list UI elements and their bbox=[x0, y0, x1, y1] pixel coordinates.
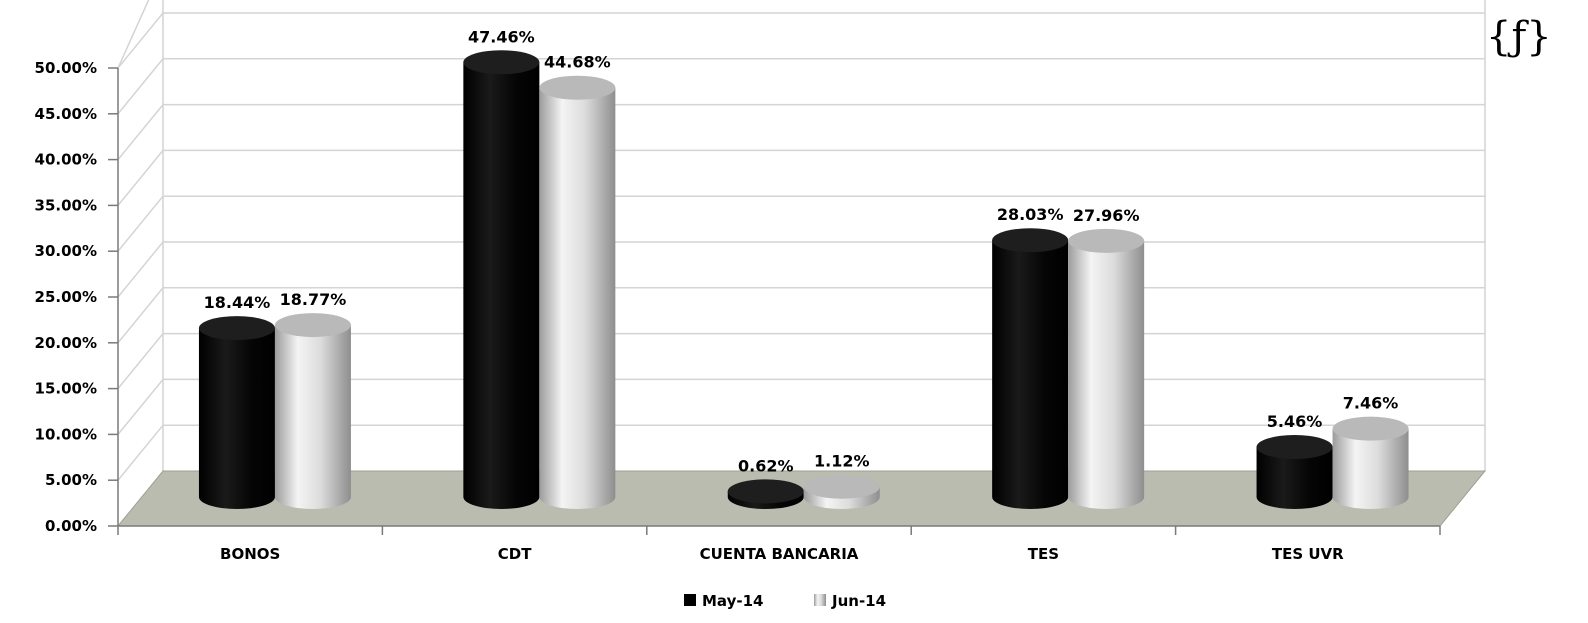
bar-body bbox=[199, 328, 275, 509]
bar-body bbox=[463, 62, 539, 509]
x-category-label: TES bbox=[1028, 545, 1059, 563]
y-tick-label: 45.00% bbox=[35, 105, 97, 123]
gridline bbox=[118, 13, 1485, 68]
data-label: 0.62% bbox=[738, 456, 794, 475]
data-label: 44.68% bbox=[544, 53, 611, 72]
legend-label: Jun-14 bbox=[831, 592, 886, 610]
bar-body bbox=[539, 88, 615, 509]
bar-top bbox=[1333, 417, 1409, 441]
bar-top bbox=[463, 50, 539, 74]
y-tick-label: 50.00% bbox=[35, 59, 97, 77]
data-label: 1.12% bbox=[814, 452, 870, 471]
data-label: 5.46% bbox=[1267, 412, 1323, 431]
bar bbox=[275, 313, 351, 509]
bar bbox=[199, 316, 275, 509]
data-label: 27.96% bbox=[1073, 206, 1140, 225]
bar bbox=[804, 475, 880, 509]
bar bbox=[539, 76, 615, 509]
y-tick-label: 30.00% bbox=[35, 242, 97, 260]
bar-body bbox=[1333, 429, 1409, 509]
legend-swatch bbox=[814, 594, 826, 606]
gridline bbox=[118, 105, 1485, 160]
y-tick-label: 10.00% bbox=[35, 425, 97, 443]
wall-top-line bbox=[118, 0, 1485, 68]
x-category-label: BONOS bbox=[220, 545, 280, 563]
data-labels: 18.44% 18.77% 47.46% 44.68% 0.62% 1.12% 28.03%… bbox=[204, 27, 1399, 475]
y-tick-label: 20.00% bbox=[35, 334, 97, 352]
bars-group bbox=[199, 50, 1409, 509]
y-tick-label: 5.00% bbox=[45, 471, 97, 489]
x-axis: BONOS CDT CUENTA BANCARIA TES TES UVR bbox=[118, 526, 1440, 563]
bar-top bbox=[728, 479, 804, 503]
bar-body bbox=[992, 240, 1068, 509]
bar bbox=[728, 479, 804, 509]
data-label: 28.03% bbox=[997, 205, 1064, 224]
bar bbox=[1257, 435, 1333, 509]
bar-top bbox=[1068, 229, 1144, 253]
bar-top bbox=[199, 316, 275, 340]
x-category-label: TES UVR bbox=[1272, 545, 1344, 563]
data-label: 18.44% bbox=[204, 293, 271, 312]
y-tick-label: 35.00% bbox=[35, 196, 97, 214]
bar bbox=[992, 228, 1068, 509]
legend-swatch bbox=[684, 594, 696, 606]
bar bbox=[1333, 417, 1409, 509]
logo-text: {ƒ} bbox=[1486, 14, 1552, 60]
y-tick-label: 15.00% bbox=[35, 380, 97, 398]
data-label: 7.46% bbox=[1343, 394, 1399, 413]
legend-label: May-14 bbox=[702, 592, 763, 610]
gridline bbox=[118, 196, 1485, 251]
bar-body bbox=[275, 325, 351, 509]
data-label: 18.77% bbox=[280, 290, 347, 309]
gridline bbox=[118, 59, 1485, 114]
bar-top bbox=[539, 76, 615, 100]
y-tick-label: 0.00% bbox=[45, 517, 97, 535]
bar-top bbox=[1257, 435, 1333, 459]
bar bbox=[463, 50, 539, 509]
y-axis: 0.00% 5.00% 10.00% 15.00% 20.00% 25.00% 30.00%… bbox=[35, 59, 118, 535]
gridline bbox=[118, 242, 1485, 297]
bar-body bbox=[1068, 241, 1144, 509]
bar-top bbox=[804, 475, 880, 499]
bar-top bbox=[992, 228, 1068, 252]
legend: May-14 Jun-14 bbox=[684, 592, 886, 610]
data-label: 47.46% bbox=[468, 27, 535, 46]
bar-top bbox=[275, 313, 351, 337]
y-tick-label: 40.00% bbox=[35, 151, 97, 169]
x-category-label: CUENTA BANCARIA bbox=[700, 545, 859, 563]
bar bbox=[1068, 229, 1144, 509]
gridline bbox=[118, 150, 1485, 205]
y-tick-label: 25.00% bbox=[35, 288, 97, 306]
x-category-label: CDT bbox=[498, 545, 532, 563]
